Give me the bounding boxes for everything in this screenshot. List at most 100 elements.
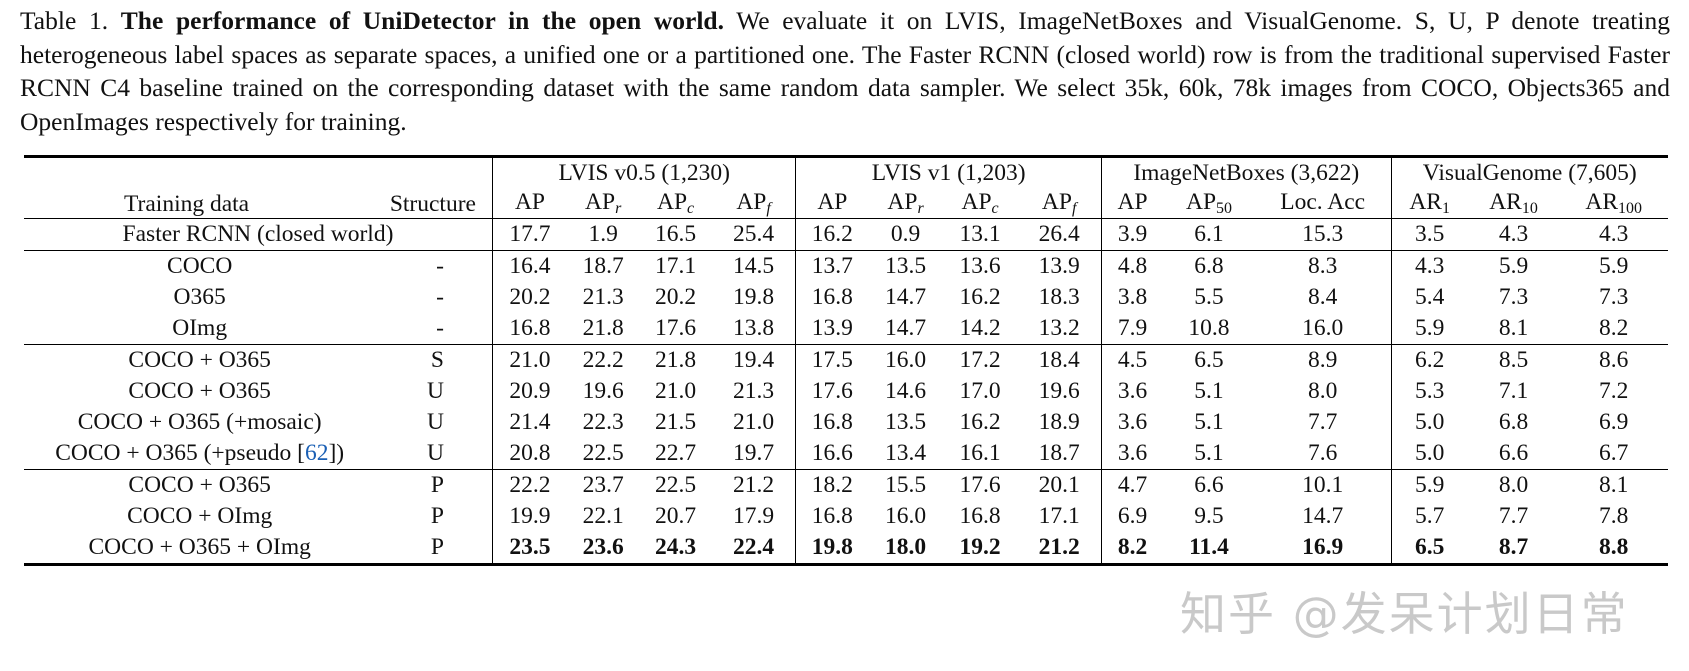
cell: 21.3 xyxy=(582,284,624,310)
cell: 7.2 xyxy=(1598,378,1629,404)
cell: 5.9 xyxy=(1559,250,1668,282)
training-data-cell: O365 xyxy=(173,284,226,310)
cell: 7.8 xyxy=(1598,503,1629,529)
cell: 7.9 xyxy=(1100,313,1164,345)
structure-cell: P xyxy=(375,469,493,501)
cell: 3.5 xyxy=(1390,218,1468,251)
table-row: COCO + O365 + OImg P 23.5 23.6 24.3 22.4 19.8 1… xyxy=(24,532,1668,566)
cell: 17.7 xyxy=(491,218,567,251)
cell: 18.9 xyxy=(1038,409,1080,435)
cell: 16.6 xyxy=(795,438,869,470)
cell: 8.4 xyxy=(1307,284,1338,310)
cell: 20.1 xyxy=(1017,469,1102,501)
cell: 5.9 xyxy=(1390,313,1468,345)
cell: 6.9 xyxy=(1100,501,1164,532)
cell: 8.7 xyxy=(1467,532,1560,566)
cell: 19.9 xyxy=(491,501,567,532)
caption-title: The performance of UniDetector in the op… xyxy=(120,6,724,35)
header-metric: AP xyxy=(795,187,869,219)
cell: 19.8 xyxy=(733,284,775,310)
structure-cell: P xyxy=(375,532,493,566)
cell: 15.3 xyxy=(1254,218,1392,251)
results-table-container: Training data Structure LVIS v0.5 (1,230… xyxy=(24,155,1668,566)
cell: 4.5 xyxy=(1100,344,1164,376)
cell: 22.4 xyxy=(711,532,796,566)
cell: 8.3 xyxy=(1254,250,1392,282)
cell: 13.8 xyxy=(733,315,775,341)
structure-cell: S xyxy=(375,344,493,376)
cell: 18.2 xyxy=(795,469,869,501)
cell: 23.6 xyxy=(566,532,640,566)
cell: 16.9 xyxy=(1254,532,1392,566)
cell: 22.2 xyxy=(566,344,640,376)
cell: 11.4 xyxy=(1163,532,1255,566)
header-row-groups: Training data Structure LVIS v0.5 (1,230… xyxy=(24,155,1668,219)
header-structure: Structure xyxy=(375,155,493,219)
cell: 14.5 xyxy=(711,250,796,282)
cell: 17.1 xyxy=(639,250,712,282)
cell: 16.2 xyxy=(795,218,869,251)
cell: 20.8 xyxy=(491,438,567,470)
header-metric: APf xyxy=(736,189,771,217)
cell: 21.5 xyxy=(654,409,697,435)
cell: 6.1 xyxy=(1163,218,1255,251)
cell: 6.8 xyxy=(1163,250,1255,282)
cell: 5.1 xyxy=(1194,440,1224,466)
structure-cell: - xyxy=(375,250,493,282)
cell: 16.0 xyxy=(884,503,927,529)
cell: 5.4 xyxy=(1390,282,1468,313)
cell: 21.8 xyxy=(582,315,624,341)
cell: 16.8 xyxy=(795,407,869,438)
cell: 6.5 xyxy=(1163,344,1255,376)
header-group-lvis-v05: LVIS v0.5 (1,230) xyxy=(491,155,796,187)
table-body: Faster RCNN (closed world) 17.7 1.9 16.5… xyxy=(24,218,1668,566)
cell: 5.7 xyxy=(1390,501,1468,532)
cell: 23.5 xyxy=(491,532,567,566)
training-data-cell: COCO + O365 + OImg xyxy=(24,532,376,566)
table-row: O365 - 20.2 21.3 20.2 19.8 16.8 14.7 16.2 18.3 3.8… xyxy=(24,282,1668,313)
cell: 18.7 xyxy=(566,250,640,282)
cell: 17.6 xyxy=(942,469,1018,501)
cell: 19.7 xyxy=(733,440,775,466)
header-metric: Loc. Acc xyxy=(1280,189,1366,215)
cell: 8.2 xyxy=(1100,532,1164,566)
cell: 4.3 xyxy=(1467,218,1560,251)
cell: 22.1 xyxy=(582,503,624,529)
cell: 10.1 xyxy=(1254,469,1392,501)
table-row: COCO -16.4 18.7 17.1 14.5 13.7 13.5 13.6 13.9 4.8… xyxy=(24,250,1668,282)
training-data-cell: COCO + O365 xyxy=(24,469,376,501)
cell: 5.0 xyxy=(1390,438,1468,470)
table-row: COCO + O365 S 21.0 22.2 21.8 19.4 17.5 16.0 17.2… xyxy=(24,344,1668,376)
citation-link[interactable]: 62 xyxy=(304,440,329,466)
header-metric: AR100 xyxy=(1585,189,1642,217)
table-row: COCO + O365 U 20.9 19.6 21.0 21.3 17.6 14.6 17.0… xyxy=(24,376,1668,407)
header-metric: APc xyxy=(656,189,695,217)
cell: 8.1 xyxy=(1559,469,1668,501)
structure-cell: U xyxy=(426,409,444,435)
cell: 13.1 xyxy=(942,218,1018,251)
cell: 17.9 xyxy=(733,503,775,529)
training-data-cell: COCO + O365 xyxy=(128,378,271,404)
cell: 6.2 xyxy=(1390,344,1468,376)
cell: 13.5 xyxy=(884,409,927,435)
training-data-cell: COCO + O365 (+mosaic) xyxy=(77,409,322,435)
cell: 0.9 xyxy=(868,218,943,251)
cell: 21.3 xyxy=(733,378,775,404)
cell: 19.2 xyxy=(942,532,1018,566)
cell: 22.2 xyxy=(491,469,567,501)
training-data-cell: COCO xyxy=(24,250,376,282)
cell: 21.0 xyxy=(654,378,697,404)
header-metric: APc xyxy=(961,189,999,217)
cell: 22.7 xyxy=(654,440,697,466)
cell: 24.3 xyxy=(639,532,712,566)
cell: 16.0 xyxy=(1302,315,1344,341)
baseline-label: Faster RCNN (closed world) xyxy=(24,218,493,251)
cell: 22.3 xyxy=(582,409,624,435)
cell: 7.6 xyxy=(1307,440,1338,466)
cell: 16.8 xyxy=(795,501,869,532)
cell: 5.3 xyxy=(1390,376,1468,407)
cell: 3.9 xyxy=(1100,218,1164,251)
header-metric: AR1 xyxy=(1390,187,1468,219)
header-metric: APr xyxy=(585,189,622,217)
cell: 17.2 xyxy=(942,344,1018,376)
